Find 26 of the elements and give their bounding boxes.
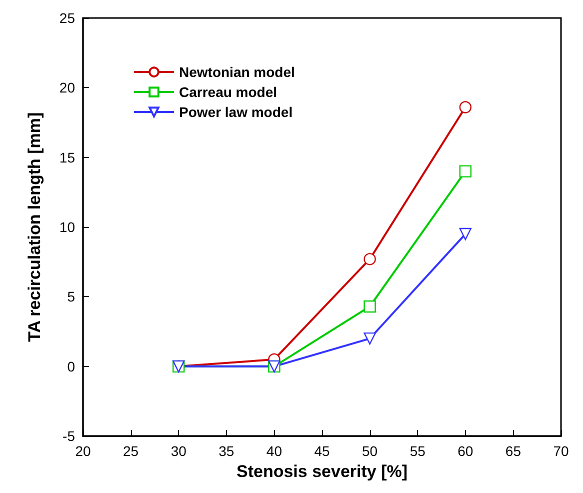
- point: [459, 165, 472, 178]
- x-axis-title: Stenosis severity [%]: [236, 462, 408, 481]
- x-tick-label: 50: [362, 443, 378, 460]
- x-tick-label: 55: [410, 443, 426, 460]
- x-tick-label: 65: [505, 443, 522, 460]
- x-tick-label: 45: [314, 443, 330, 460]
- x-tick-label: 35: [218, 443, 234, 460]
- point: [364, 300, 376, 313]
- y-tick-label: 10: [59, 219, 76, 236]
- x-tick-label: 40: [266, 443, 282, 460]
- legend-label: Power law model: [179, 104, 293, 120]
- point: [459, 101, 472, 114]
- x-tick-label: 25: [123, 443, 139, 460]
- y-axis-title: TA recirculation length [mm]: [25, 112, 44, 342]
- y-tick-label: 15: [59, 149, 76, 166]
- legend-label: Newtonian model: [179, 64, 295, 80]
- y-tick-label: 0: [67, 358, 76, 374]
- legend-label: Carreau model: [179, 84, 278, 100]
- y-tick-label: 20: [59, 80, 76, 96]
- point: [364, 253, 376, 266]
- y-tick-label: -5: [62, 428, 76, 444]
- x-tick-label: 70: [553, 443, 569, 460]
- y-tick-label: 25: [59, 10, 76, 26]
- x-tick-label: 60: [458, 443, 474, 460]
- x-tick-label: 30: [170, 443, 187, 460]
- y-tick-label: 5: [67, 288, 76, 305]
